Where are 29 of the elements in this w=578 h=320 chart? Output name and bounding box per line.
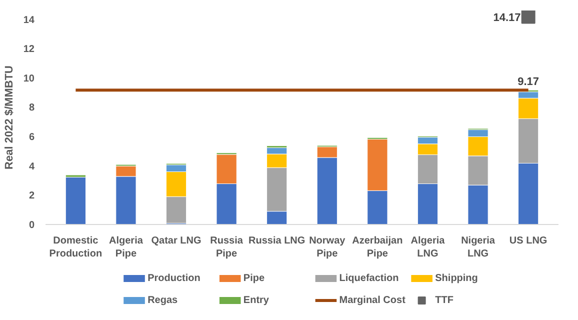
y-tick-label: 10 [23, 73, 35, 84]
legend-label: Marginal Cost [339, 295, 406, 306]
x-tick-label: Domestic Production [49, 236, 102, 260]
x-tick-label: Algeria LNG [410, 236, 446, 260]
legend-label: Shipping [435, 273, 478, 284]
legend-label: Regas [148, 295, 178, 306]
legend-label: Pipe [243, 273, 265, 284]
y-tick-label: 14 [23, 14, 35, 26]
x-tick-label: Russia LNG [248, 236, 306, 246]
data-label: 14.17 [493, 12, 521, 24]
legend-label: TTF [435, 295, 454, 306]
legend-label: Liquefaction [339, 273, 399, 284]
x-tick-label: Qatar LNG [151, 236, 202, 246]
legend-label: Entry [243, 295, 270, 306]
x-tick-label: Nigeria LNG [461, 236, 496, 260]
x-tick-label: Norway Pipe [309, 236, 346, 260]
data-label: 9.17 [518, 76, 540, 88]
x-tick-label: US LNG [509, 236, 548, 246]
y-tick-label: 6 [28, 132, 35, 144]
y-tick-label: 8 [28, 102, 35, 114]
x-tick-label: Russia Pipe [210, 236, 244, 260]
x-tick-label: Azerbaijan Pipe [352, 236, 403, 260]
y-tick-label: 4 [28, 161, 35, 172]
legend-label: Production [148, 273, 200, 284]
y-tick-label: 12 [23, 44, 35, 56]
y-tick-label: 2 [28, 190, 35, 202]
y-tick-label: 0 [28, 220, 35, 231]
y-axis-title: Real 2022 $/MMBTU [3, 65, 16, 170]
x-tick-label: Algeria Pipe [109, 236, 144, 260]
